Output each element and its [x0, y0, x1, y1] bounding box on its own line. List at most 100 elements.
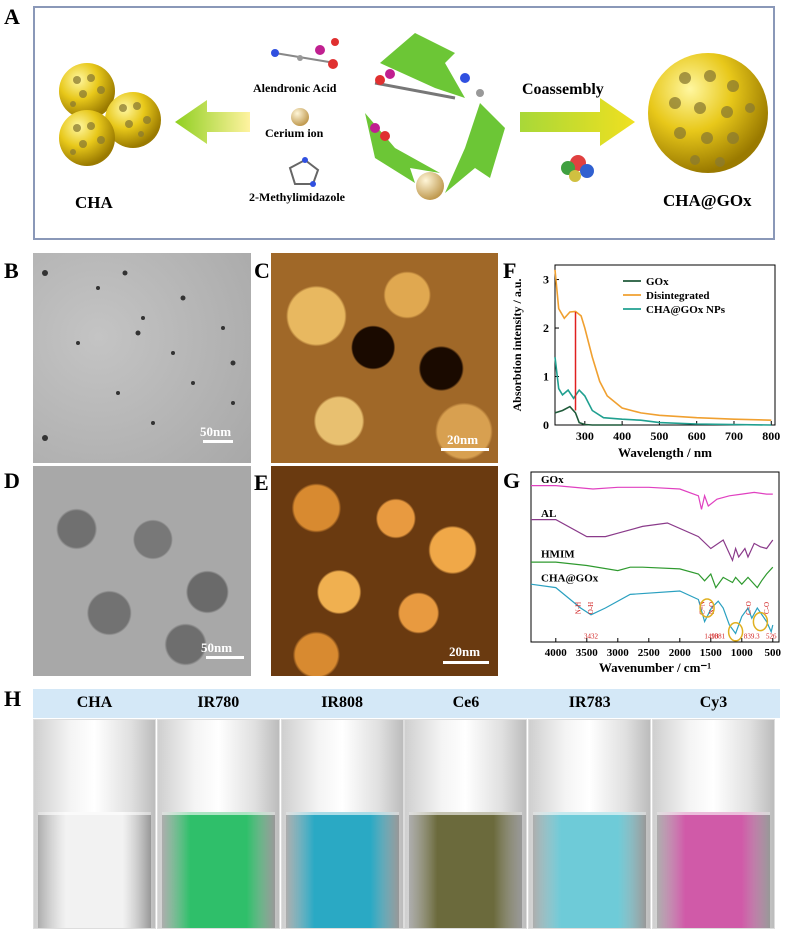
legend-label-f: CHA@GOx NPs: [646, 304, 726, 316]
peak-highlight-circle: [699, 598, 715, 618]
x-tick-label-g: 1500: [700, 647, 723, 659]
recycle-icon: [365, 33, 505, 200]
y-tick-label-f: 3: [543, 273, 549, 287]
alendronic-acid-molecule: [271, 38, 339, 69]
x-tick-label-g: 4000: [545, 647, 568, 659]
panel-label-c: C: [254, 258, 270, 283]
cha-gox-label: CHA@GOx: [663, 191, 752, 210]
vial-liquid: [533, 812, 647, 928]
legend-label-f: GOx: [646, 276, 669, 288]
bond-label-g: N-H: [575, 602, 583, 614]
vial-liquid: [409, 812, 523, 928]
peak-highlight-circle: [752, 611, 769, 632]
reagent-cerium-ion: Cerium ion: [265, 126, 324, 140]
vial-label-ir780: IR780: [197, 694, 240, 711]
vial-ir780: [156, 719, 280, 929]
vial-liquid: [285, 812, 399, 928]
series-line-hmim: [531, 561, 774, 589]
methylimidazole-molecule: [288, 157, 320, 187]
cha-label: CHA: [75, 193, 113, 212]
vial-liquid: [38, 812, 151, 928]
scale-bar-d: [206, 656, 244, 659]
bond-label-g: N-O: [708, 602, 716, 614]
right-arrow: [520, 98, 635, 146]
uv-vis-chart: 300 400 500 600 700 800 0 1 2 3 Wavelength / nm Abs…: [510, 264, 780, 460]
scale-bar-c: [441, 448, 489, 451]
series-label-g: AL: [541, 508, 556, 520]
cha-gox-sphere: [648, 53, 768, 173]
series-line-gox: [531, 485, 773, 510]
vial-label-ir783: IR783: [568, 694, 611, 711]
vial-liquid: [657, 812, 770, 928]
vial-label-cy3: Cy3: [699, 694, 728, 711]
panel-label-a: A: [4, 4, 20, 29]
cha-spheres: [59, 63, 161, 166]
tem-image-cha: 50nm: [33, 253, 251, 463]
left-arrow: [175, 100, 250, 144]
scheme-panel: CHA CHA@GOx Alendronic Acid Cerium ion 2…: [33, 6, 775, 240]
panel-label-b: B: [4, 258, 19, 283]
scale-label-c: 20nm: [447, 432, 479, 447]
reagent-alendronic-acid: Alendronic Acid: [253, 81, 337, 95]
scale-label-b: 50nm: [200, 424, 232, 439]
x-tick-label-f: 700: [725, 429, 743, 443]
y-axis-label-f: Absorbtion intensity / a.u.: [510, 278, 524, 411]
x-tick-label-f: 300: [576, 429, 594, 443]
vial-ir808: [280, 719, 404, 929]
bond-label-g: O-H: [587, 602, 595, 614]
vial-label-ir808: IR808: [321, 694, 363, 711]
x-tick-label-g: 2500: [638, 647, 661, 659]
bond-label-g: C=N: [699, 601, 707, 615]
plot-frame-f: [554, 264, 776, 426]
vial-ce6: [404, 719, 528, 929]
panel-label-e: E: [254, 470, 269, 495]
x-tick-label-f: 400: [613, 429, 631, 443]
series-line-cha-gox: [530, 583, 774, 635]
plot-frame-g: [530, 471, 780, 643]
series-label-g: GOx: [541, 474, 564, 486]
peak-label-g: 1381: [711, 633, 726, 641]
panel-label-g: G: [503, 468, 521, 493]
vial-label-cha: CHA: [76, 694, 113, 711]
gox-protein-icon: [561, 155, 594, 182]
x-tick-label-g: 500: [765, 647, 782, 659]
coassembly-label: Coassembly: [522, 81, 604, 98]
panel-label-h: H: [4, 686, 22, 711]
x-tick-label-g: 1000: [731, 647, 754, 659]
x-axis-label-f: Wavelength / nm: [618, 445, 712, 460]
afm-image-cha: 20nm: [271, 253, 498, 463]
vial-liquid: [161, 812, 275, 928]
vial-ir783: [528, 719, 652, 929]
peak-highlight-circle: [727, 622, 744, 642]
x-tick-label-g: 2000: [669, 647, 692, 659]
series-line-disintegrated: [554, 269, 772, 421]
ftir-chart: 4000 3500 3000 2500 2000 1500 1000 500 Wavenumbe…: [530, 471, 782, 675]
peak-label-g: 1490: [704, 633, 719, 641]
scheme-illustration: [59, 33, 768, 200]
vial-label-ce6: Ce6: [452, 694, 480, 711]
scale-label-e: 20nm: [449, 644, 481, 659]
vial-cha: [33, 719, 156, 929]
scale-bar-b: [203, 440, 233, 443]
y-tick-label-f: 0: [543, 418, 549, 432]
x-tick-label-g: 3500: [576, 647, 599, 659]
cerium-ion: [291, 108, 309, 126]
legend-label-f: Disintegrated: [646, 290, 710, 302]
peak-label-g: 3432: [584, 633, 599, 641]
scale-label-d: 50nm: [201, 640, 233, 655]
bond-label-g: C=O: [745, 601, 753, 615]
y-tick-label-f: 1: [543, 370, 549, 384]
x-tick-label-g: 3000: [607, 647, 630, 659]
series-line-cha-gox-nps: [554, 357, 772, 426]
panel-label-f: F: [503, 258, 517, 283]
bond-label-g: C-O: [763, 602, 771, 614]
x-tick-label-f: 600: [688, 429, 706, 443]
vial-cy3: [652, 719, 775, 929]
reagent-methylimidazole: 2-Methylimidazole: [249, 190, 345, 204]
tem-image-cha-gox: 50nm: [33, 466, 251, 676]
x-tick-label-f: 800: [762, 429, 780, 443]
series-line-gox: [554, 405, 623, 426]
x-tick-label-f: 500: [650, 429, 668, 443]
peak-label-g: 526: [766, 633, 777, 641]
peak-label-g: 839.3: [744, 633, 760, 641]
